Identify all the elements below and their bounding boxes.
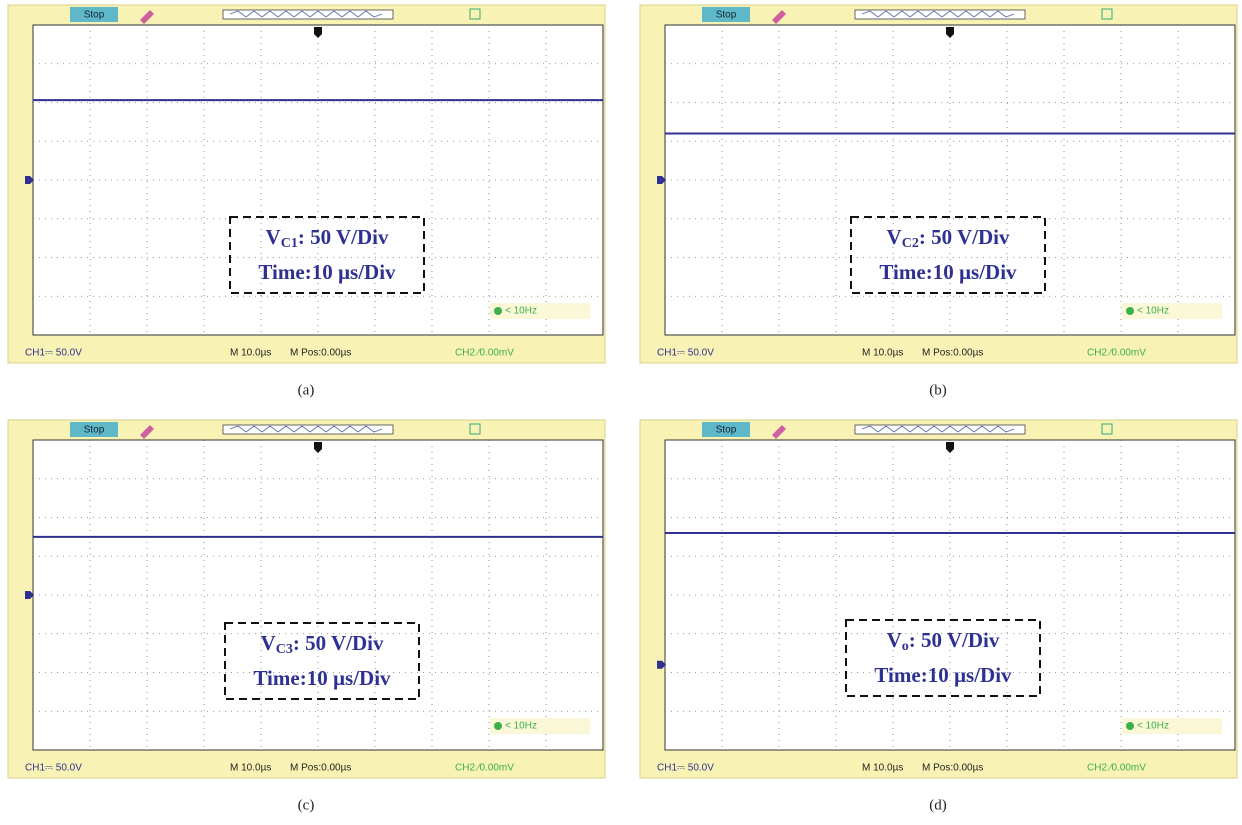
scope-panel: Stop Vo: 50 V/Div Time:10 µs/Div < 10Hz CH1⎓…: [640, 420, 1237, 778]
mpos: M Pos:0.00µs: [290, 348, 351, 359]
annotation-line: Time:10 µs/Div: [879, 260, 1017, 284]
ch1-setting: CH1⎓ 50.0V: [25, 348, 82, 359]
trigger-icon: [494, 307, 502, 315]
timebase: M 10.0µs: [230, 763, 271, 774]
timebase: M 10.0µs: [862, 348, 903, 359]
subscript: C3: [276, 642, 293, 657]
screen: [665, 25, 1235, 335]
caption: (a): [298, 382, 315, 398]
scope-panel: Stop VC1: 50 V/Div Time:10 µs/Div < 10Hz CH1…: [8, 5, 605, 363]
symbol: V: [261, 631, 276, 655]
trigger-icon: [1126, 722, 1134, 730]
figure: StopVC1: 50 V/DivTime:10 µs/Div< 10HzCH1…: [0, 0, 1242, 820]
trigger: < 10Hz: [505, 306, 537, 317]
scale: : 50 V/Div: [919, 225, 1010, 249]
symbol: V: [266, 225, 281, 249]
trigger: < 10Hz: [1137, 306, 1169, 317]
screen: [33, 440, 603, 750]
ch2-setting: CH2 ∕0.00mV: [1087, 348, 1146, 359]
ch1-setting: CH1⎓ 50.0V: [657, 348, 714, 359]
status: Stop: [716, 10, 737, 21]
screen: [33, 25, 603, 335]
memory-bar: [223, 425, 393, 434]
ch1-setting: CH1⎓ 50.0V: [25, 763, 82, 774]
memory-bar: [223, 10, 393, 19]
ch2-setting: CH2 ∕0.00mV: [455, 348, 514, 359]
mpos: M Pos:0.00µs: [922, 348, 983, 359]
scope-panel: Stop VC3: 50 V/Div Time:10 µs/Div < 10Hz CH1…: [8, 420, 605, 778]
ch2-setting: CH2 ∕0.00mV: [455, 763, 514, 774]
status: Stop: [84, 425, 105, 436]
annotation-line: Time:10 µs/Div: [253, 666, 391, 690]
trigger-icon: [1126, 307, 1134, 315]
subscript: C2: [902, 236, 919, 251]
scale: : 50 V/Div: [298, 225, 389, 249]
subscript: o: [902, 639, 909, 654]
trigger: < 10Hz: [1137, 721, 1169, 732]
scale: : 50 V/Div: [909, 628, 1000, 652]
timebase: M 10.0µs: [230, 348, 271, 359]
mpos: M Pos:0.00µs: [290, 763, 351, 774]
trigger-icon: [494, 722, 502, 730]
annotation-line: Time:10 µs/Div: [258, 260, 396, 284]
trigger: < 10Hz: [505, 721, 537, 732]
symbol: V: [887, 225, 902, 249]
timebase: M 10.0µs: [862, 763, 903, 774]
ch1-setting: CH1⎓ 50.0V: [657, 763, 714, 774]
annotation-line: Time:10 µs/Div: [874, 663, 1012, 687]
screen: [665, 440, 1235, 750]
subscript: C1: [281, 236, 298, 251]
status: Stop: [716, 425, 737, 436]
mpos: M Pos:0.00µs: [922, 763, 983, 774]
memory-bar: [855, 10, 1025, 19]
symbol: V: [887, 628, 902, 652]
caption: (d): [929, 797, 947, 813]
caption: (c): [298, 797, 315, 813]
caption: (b): [929, 382, 947, 398]
ch2-setting: CH2 ∕0.00mV: [1087, 763, 1146, 774]
scope-panel: Stop VC2: 50 V/Div Time:10 µs/Div < 10Hz CH1…: [640, 5, 1237, 363]
memory-bar: [855, 425, 1025, 434]
scale: : 50 V/Div: [293, 631, 384, 655]
status: Stop: [84, 10, 105, 21]
